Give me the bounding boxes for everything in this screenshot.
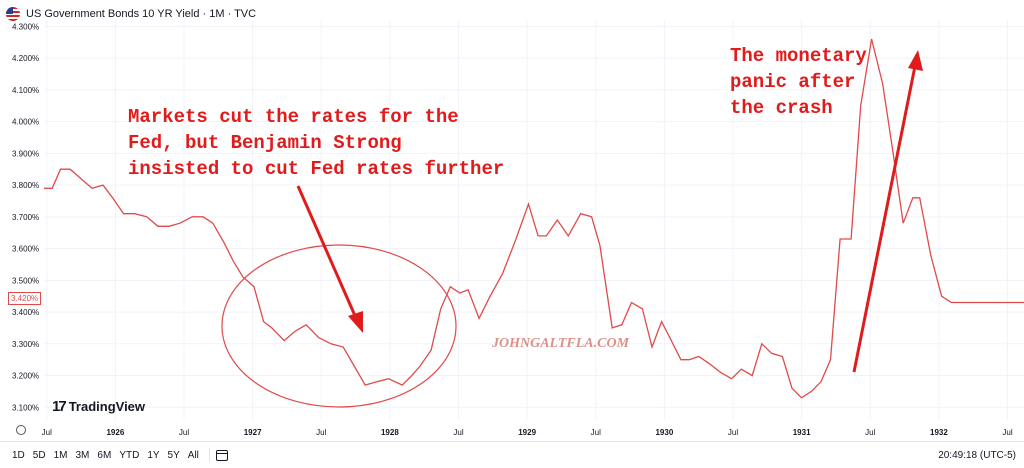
y-tick-label: 4.200%	[12, 54, 39, 63]
chart-header: US Government Bonds 10 YR Yield · 1M · T…	[6, 5, 256, 23]
range-button-5d[interactable]: 5D	[32, 449, 46, 461]
x-tick-label: Jul	[453, 428, 463, 437]
y-tick-label: 3.200%	[12, 372, 39, 381]
range-button-1m[interactable]: 1M	[53, 449, 68, 461]
y-tick-label: 4.300%	[12, 22, 39, 31]
x-tick-label: Jul	[316, 428, 326, 437]
x-tick-label: 1929	[518, 428, 536, 437]
x-tick-label: Jul	[179, 428, 189, 437]
x-tick-label: Jul	[591, 428, 601, 437]
tradingview-logo-text: TradingView	[68, 399, 146, 414]
y-tick-label: 3.400%	[12, 308, 39, 317]
annotation-panic-line-2: panic after	[730, 71, 855, 93]
range-button-5y[interactable]: 5Y	[167, 449, 180, 461]
x-tick-label: Jul	[865, 428, 875, 437]
tradingview-logo-icon: 17	[52, 398, 67, 415]
x-tick-label: 1926	[106, 428, 124, 437]
highlight-circle	[221, 244, 457, 408]
annotation-strong: Markets cut the rates for the Fed, but B…	[128, 106, 504, 180]
range-button-all[interactable]: All	[187, 449, 199, 461]
x-tick-label: Jul	[1002, 428, 1012, 437]
calendar-icon[interactable]	[215, 449, 228, 461]
x-tick-label: 1927	[244, 428, 262, 437]
series-layer	[44, 38, 1024, 399]
annotation-strong-line-3: insisted to cut Fed rates further	[128, 158, 504, 180]
y-tick-label: 3.800%	[12, 181, 39, 190]
annotation-panic: The monetary panic after the crash	[730, 45, 878, 119]
annotation-strong-line-1: Markets cut the rates for the	[128, 106, 459, 128]
y-tick-label: 3.300%	[12, 340, 39, 349]
annotation-panic-line-1: The monetary	[730, 45, 867, 67]
yield-series-line	[44, 38, 1024, 399]
range-button-3m[interactable]: 3M	[75, 449, 90, 461]
y-tick-label: 3.600%	[12, 245, 39, 254]
range-buttons: 1D 5D 1M 3M 6M YTD 1Y 5Y All	[0, 450, 203, 461]
chart-title: US Government Bonds 10 YR Yield · 1M · T…	[26, 8, 257, 20]
x-tick-label: Jul	[42, 428, 52, 437]
x-tick-label: Jul	[728, 428, 738, 437]
y-axis: 4.300% 4.200% 4.100% 4.000% 3.900% 3.800% 3.70…	[12, 22, 39, 412]
x-axis: Jul 1926 Jul 1927 Jul 1928 Jul 1929 Jul 1930 Jul 19…	[42, 428, 1013, 437]
y-tick-label: 4.000%	[12, 118, 39, 127]
range-button-6m[interactable]: 6M	[97, 449, 112, 461]
range-button-ytd[interactable]: YTD	[119, 449, 140, 461]
annotation-panic-line-3: the crash	[730, 97, 833, 119]
y-tick-label: 3.500%	[12, 276, 39, 285]
x-tick-label: 1932	[930, 428, 948, 437]
settings-gear-icon[interactable]	[16, 425, 26, 435]
y-tick-label: 3.700%	[12, 213, 39, 222]
us-flag-icon	[6, 7, 20, 21]
y-tick-label: 3.100%	[12, 403, 39, 412]
x-tick-label: 1928	[381, 428, 399, 437]
arrow-strong	[296, 185, 363, 333]
x-tick-label: 1930	[655, 428, 673, 437]
annotation-strong-line-2: Fed, but Benjamin Strong	[128, 132, 402, 154]
bottom-toolbar: 1D 5D 1M 3M 6M YTD 1Y 5Y All 20:49:18 (U…	[0, 441, 1024, 468]
x-tick-label: 1931	[793, 428, 811, 437]
clock-readout: 20:49:18 (UTC-5)	[938, 449, 1016, 461]
yield-chart[interactable]: 4.300% 4.200% 4.100% 4.000% 3.900% 3.800% 3.70…	[0, 0, 1024, 441]
last-price-label: 3.420%	[8, 292, 42, 305]
toolbar-divider	[208, 448, 210, 462]
watermark: JOHNGALTFLA.COM	[491, 336, 630, 351]
tradingview-logo: 17 TradingView	[52, 398, 145, 415]
y-tick-label: 4.100%	[12, 86, 39, 95]
range-button-1y[interactable]: 1Y	[147, 449, 160, 461]
arrow-panic	[852, 50, 923, 373]
range-button-1d[interactable]: 1D	[12, 449, 25, 461]
chart-grid	[44, 20, 1024, 420]
y-tick-label: 3.900%	[12, 149, 39, 158]
